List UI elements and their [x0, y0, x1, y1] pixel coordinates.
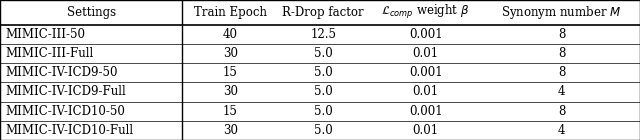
Text: Train Epoch: Train Epoch [194, 6, 267, 19]
Text: Settings: Settings [67, 6, 116, 19]
Text: 0.01: 0.01 [413, 124, 438, 137]
Text: 0.001: 0.001 [409, 28, 442, 41]
Text: Synonym number $M$: Synonym number $M$ [501, 4, 622, 21]
Text: 5.0: 5.0 [314, 105, 333, 118]
Text: 8: 8 [558, 105, 565, 118]
Text: 15: 15 [223, 66, 238, 79]
Text: 30: 30 [223, 47, 238, 60]
Text: MIMIC-IV-ICD10-Full: MIMIC-IV-ICD10-Full [5, 124, 133, 137]
Text: 12.5: 12.5 [310, 28, 336, 41]
Text: 5.0: 5.0 [314, 66, 333, 79]
Text: 30: 30 [223, 85, 238, 98]
Text: MIMIC-III-Full: MIMIC-III-Full [5, 47, 93, 60]
Text: $\mathcal{L}_{comp}$ weight $\beta$: $\mathcal{L}_{comp}$ weight $\beta$ [381, 3, 470, 21]
Text: 4: 4 [558, 85, 565, 98]
Text: 4: 4 [558, 124, 565, 137]
Text: 0.01: 0.01 [413, 85, 438, 98]
Text: 5.0: 5.0 [314, 47, 333, 60]
Text: 0.01: 0.01 [413, 47, 438, 60]
Text: 8: 8 [558, 66, 565, 79]
Text: 30: 30 [223, 124, 238, 137]
Text: R-Drop factor: R-Drop factor [282, 6, 364, 19]
Text: 5.0: 5.0 [314, 124, 333, 137]
Text: MIMIC-IV-ICD9-50: MIMIC-IV-ICD9-50 [5, 66, 118, 79]
Text: 40: 40 [223, 28, 238, 41]
Text: 8: 8 [558, 28, 565, 41]
Text: 15: 15 [223, 105, 238, 118]
Text: MIMIC-IV-ICD10-50: MIMIC-IV-ICD10-50 [5, 105, 125, 118]
Text: 8: 8 [558, 47, 565, 60]
Text: 0.001: 0.001 [409, 105, 442, 118]
Text: MIMIC-IV-ICD9-Full: MIMIC-IV-ICD9-Full [5, 85, 126, 98]
Text: MIMIC-III-50: MIMIC-III-50 [5, 28, 85, 41]
Text: 0.001: 0.001 [409, 66, 442, 79]
Text: 5.0: 5.0 [314, 85, 333, 98]
